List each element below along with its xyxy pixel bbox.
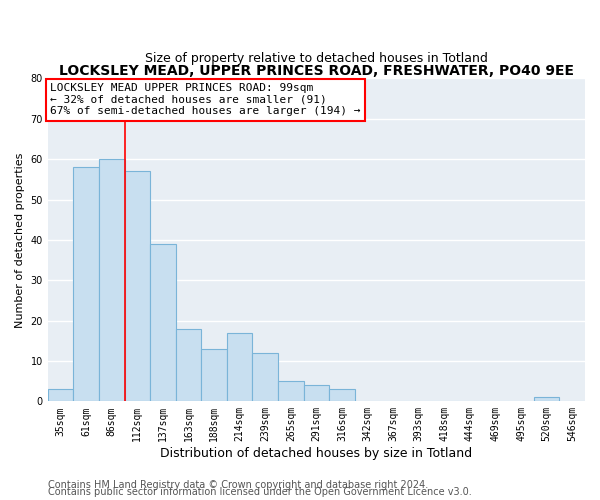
- Bar: [534, 398, 559, 402]
- Bar: [201, 349, 227, 402]
- Bar: [253, 353, 278, 402]
- Text: Contains HM Land Registry data © Crown copyright and database right 2024.: Contains HM Land Registry data © Crown c…: [48, 480, 428, 490]
- Text: Contains public sector information licensed under the Open Government Licence v3: Contains public sector information licen…: [48, 487, 472, 497]
- Bar: [99, 159, 125, 402]
- Bar: [73, 167, 99, 402]
- Bar: [48, 389, 73, 402]
- Y-axis label: Number of detached properties: Number of detached properties: [15, 152, 25, 328]
- Bar: [278, 381, 304, 402]
- Text: Size of property relative to detached houses in Totland: Size of property relative to detached ho…: [145, 52, 488, 66]
- Bar: [227, 332, 253, 402]
- Bar: [125, 171, 150, 402]
- Title: LOCKSLEY MEAD, UPPER PRINCES ROAD, FRESHWATER, PO40 9EE: LOCKSLEY MEAD, UPPER PRINCES ROAD, FRESH…: [59, 64, 574, 78]
- Text: LOCKSLEY MEAD UPPER PRINCES ROAD: 99sqm
← 32% of detached houses are smaller (91: LOCKSLEY MEAD UPPER PRINCES ROAD: 99sqm …: [50, 83, 361, 116]
- Bar: [150, 244, 176, 402]
- X-axis label: Distribution of detached houses by size in Totland: Distribution of detached houses by size …: [160, 447, 472, 460]
- Bar: [304, 385, 329, 402]
- Bar: [329, 389, 355, 402]
- Bar: [176, 328, 201, 402]
